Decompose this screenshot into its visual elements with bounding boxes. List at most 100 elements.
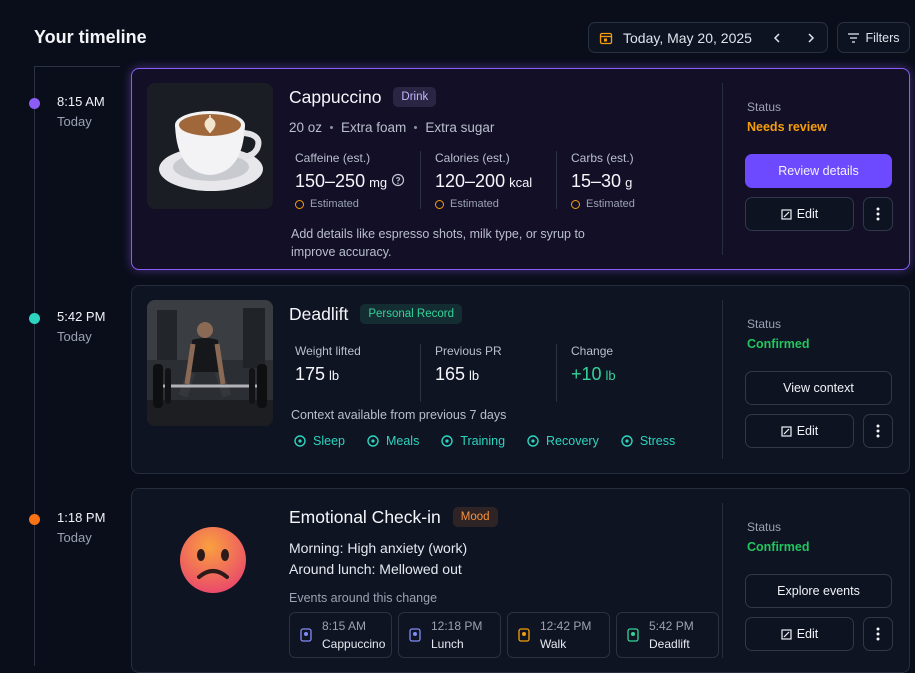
metric-unit: mg: [369, 175, 388, 190]
event-chip[interactable]: 12:42 PM Walk: [507, 612, 610, 658]
status-label: Status: [747, 100, 782, 114]
timeline-dot: [29, 313, 40, 324]
event-icon: [517, 627, 531, 643]
action-button[interactable]: Review details: [745, 154, 892, 188]
edit-button[interactable]: Edit: [745, 414, 854, 448]
date-picker[interactable]: Today, May 20, 2025: [588, 22, 828, 53]
edit-icon: [781, 425, 792, 437]
title-row: Cappuccino Drink: [289, 85, 719, 109]
event-text: 12:18 PM Lunch: [431, 619, 482, 651]
action-button[interactable]: View context: [745, 371, 892, 405]
note-icon: [571, 199, 580, 209]
edit-label: Edit: [796, 424, 819, 438]
details-row: 20 oz Extra foam Extra sugar: [289, 120, 719, 135]
context-text: Context available from previous 7 days: [291, 408, 507, 422]
entry-content: Deadlift Personal Record Weight lifted 175 l…: [289, 302, 719, 449]
chip-icon-svg: [621, 435, 633, 447]
metric-label: Change: [571, 344, 614, 358]
status-label: Status: [747, 317, 782, 331]
context-chip[interactable]: Training: [440, 434, 505, 448]
entry-card[interactable]: Emotional Check-in Mood Morning: High anxi…: [131, 488, 910, 673]
note-icon: [295, 199, 304, 209]
events-label: Events around this change: [289, 591, 438, 605]
timeline-line: [34, 66, 35, 666]
chip-icon: [366, 434, 380, 448]
metric-value-row: 120–200 kcal: [435, 171, 556, 192]
media-image: [147, 83, 273, 209]
metric-label: Calories (est.): [435, 151, 510, 165]
chip-label: Training: [460, 434, 506, 448]
metric-value-row: 150–250 mg: [295, 171, 420, 192]
metric: Previous PR 165 lb: [420, 344, 556, 402]
filters-label: Filters: [865, 30, 900, 45]
entry-title: Deadlift: [289, 303, 349, 324]
chip-label: Sleep: [313, 434, 345, 448]
chip-label: Meals: [385, 434, 420, 448]
media-image: [180, 527, 246, 593]
edit-icon-svg: [781, 628, 792, 640]
context-chip[interactable]: Sleep: [293, 434, 345, 448]
edit-button[interactable]: Edit: [745, 197, 854, 231]
entry-media: [147, 503, 273, 629]
separator: [414, 126, 418, 129]
context-chips: Sleep Meals Training Recovery Stress: [289, 434, 719, 448]
event-icon: [408, 627, 422, 643]
mood-line: Morning: High anxiety (work): [289, 540, 468, 556]
menu-button[interactable]: [863, 617, 893, 651]
event-chip[interactable]: 12:18 PM Lunch: [398, 612, 501, 658]
entry-card[interactable]: Deadlift Personal Record Weight lifted 175 l…: [131, 285, 910, 474]
status-panel: Status Confirmed Explore events Edit: [722, 503, 909, 658]
event-name: Lunch: [431, 637, 464, 651]
entry-tag: Drink: [393, 87, 437, 107]
context-chip[interactable]: Meals: [366, 434, 419, 448]
metric-note: Estimated: [435, 198, 556, 210]
entry-media: [147, 83, 273, 209]
detail: Extra foam: [341, 120, 407, 135]
event-name: Walk: [540, 637, 567, 651]
edit-button[interactable]: Edit: [745, 617, 854, 651]
help-icon: [391, 173, 405, 187]
metric-value: 175: [295, 364, 326, 384]
filters-button[interactable]: Filters: [837, 22, 910, 53]
event-time: 12:18 PM: [431, 619, 483, 633]
entry-day: Today: [57, 530, 92, 545]
timeline-dot: [29, 98, 40, 109]
metric-label: Caffeine (est.): [295, 151, 371, 165]
entry-card[interactable]: Cappuccino Drink 20 oz Extra foam Extra suga…: [131, 68, 910, 270]
event-chip[interactable]: 5:42 PM Deadlift: [616, 612, 719, 658]
chip-icon-svg: [441, 435, 454, 447]
entry-time: 8:15 AM: [57, 94, 105, 109]
edit-icon: [781, 628, 792, 640]
entry-time: 5:42 PM: [57, 309, 106, 324]
status-label: Status: [747, 520, 782, 534]
entry-tag: Personal Record: [360, 304, 462, 324]
action-button[interactable]: Explore events: [745, 574, 892, 608]
entry-content: Cappuccino Drink 20 oz Extra foam Extra suga…: [289, 85, 719, 261]
menu-button[interactable]: [863, 414, 893, 448]
chip-icon: [293, 434, 307, 448]
timeline-dot: [29, 514, 40, 525]
metric-note: Estimated: [295, 198, 420, 210]
event-icon: [626, 627, 640, 643]
edit-icon-svg: [781, 425, 792, 437]
hint-text: Add details like espresso shots, milk ty…: [291, 227, 585, 259]
event-icon-svg: [409, 628, 421, 642]
metric: Caffeine (est.) 150–250 mg Estimated: [289, 151, 420, 210]
prev-button[interactable]: [770, 31, 784, 45]
status-value: Confirmed: [747, 337, 810, 351]
next-button[interactable]: [804, 31, 818, 45]
entry-title: Cappuccino: [289, 86, 382, 107]
event-chip[interactable]: 8:15 AM Cappuccino: [289, 612, 392, 658]
metric-unit: lb: [469, 368, 480, 383]
event-text: 8:15 AM Cappuccino: [322, 619, 385, 651]
filter-icon: [848, 32, 860, 43]
chip-icon-svg: [367, 435, 379, 447]
metric-value: 150–250: [295, 171, 366, 191]
note-icon: [435, 199, 444, 209]
metric-value: +10: [571, 364, 602, 384]
context-chip[interactable]: Stress: [620, 434, 675, 448]
menu-button[interactable]: [863, 197, 893, 231]
context-chip[interactable]: Recovery: [526, 434, 599, 448]
status-value: Confirmed: [747, 540, 810, 554]
